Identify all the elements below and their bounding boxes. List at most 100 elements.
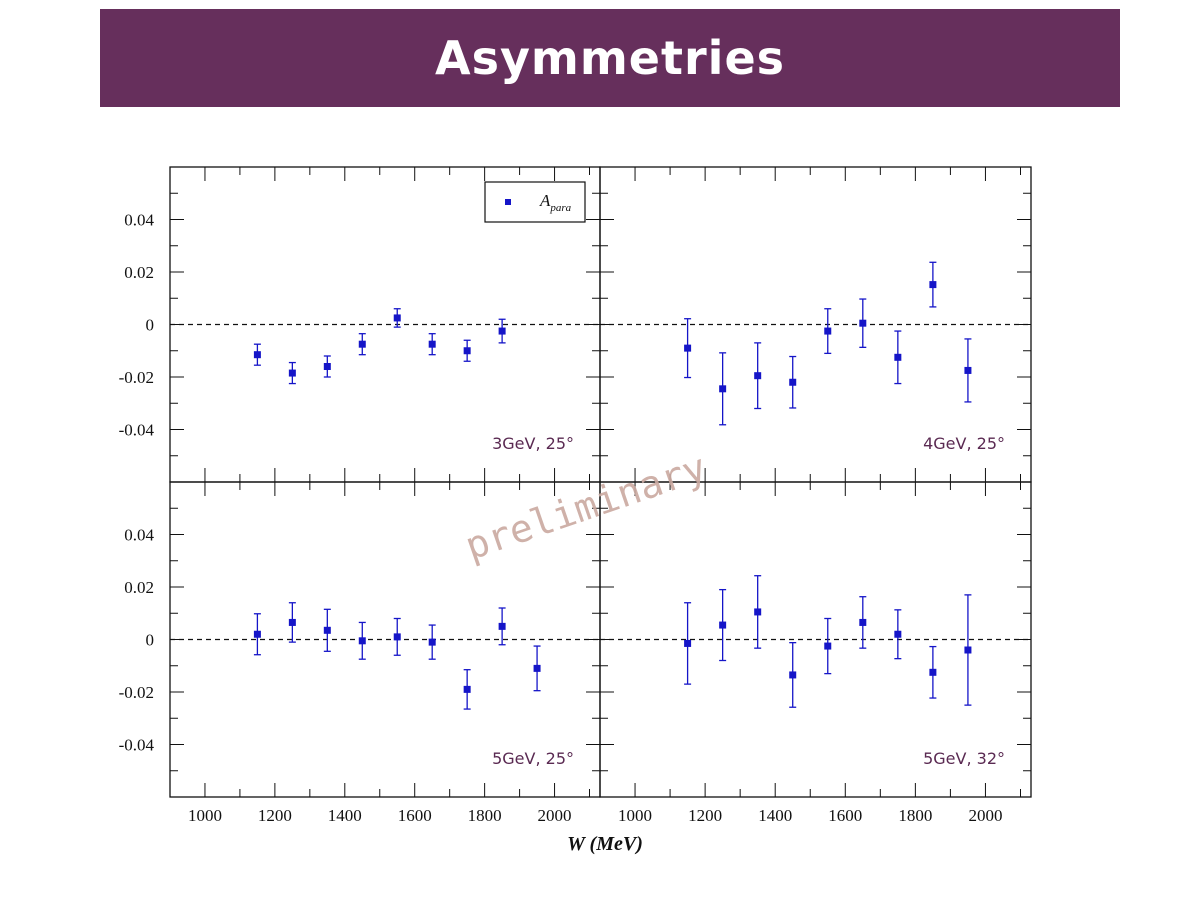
y-tick-label: 0.04 [124,211,154,230]
data-marker [684,344,692,352]
data-marker [393,314,401,322]
x-axis-title: W (MeV) [567,833,643,855]
data-marker [964,646,972,654]
x-tick-label: 1000 [618,806,652,825]
data-point [393,617,401,656]
x-tick-label: 1800 [468,806,502,825]
data-point [463,669,471,710]
legend-box [484,181,586,223]
y-tick-label: -0.04 [119,421,155,440]
data-marker [253,630,261,638]
data-point [323,608,331,652]
data-marker [533,664,541,672]
data-marker [288,618,296,626]
data-marker [323,626,331,634]
data-marker [894,353,902,361]
preliminary-watermark: preliminary [460,445,712,569]
data-marker [859,319,867,327]
data-points [253,261,972,710]
data-marker [754,608,762,616]
data-point [929,261,937,308]
legend: Apara [484,181,586,223]
data-marker [789,378,797,386]
data-point [684,318,692,379]
data-point [358,621,366,660]
x-tick-label: 1000 [188,806,222,825]
panel-label-2: 4GeV, 25° [923,434,1005,453]
x-tick-label: 1600 [398,806,432,825]
legend-label: Apara [539,191,572,214]
data-point [498,318,506,344]
data-point [428,624,436,660]
data-marker [358,637,366,645]
y-tick-label: 0 [146,631,155,650]
x-tick-label: 1800 [898,806,932,825]
slide-title: Asymmetries [434,31,786,85]
x-tick-label: 1400 [758,806,792,825]
data-marker [719,621,727,629]
data-marker [964,366,972,374]
data-point [719,588,727,662]
x-tick-label: 1600 [828,806,862,825]
y-tick-label: 0 [146,316,155,335]
data-point [859,298,867,348]
y-tick-labels: 0.04 0.02 0 -0.02 -0.04 0.04 0.02 0 -0.02 -0.04 [119,211,155,755]
data-point [533,645,541,692]
panel-label-1: 3GeV, 25° [492,434,574,453]
data-marker [754,372,762,380]
data-point [789,642,797,708]
panel-label-4: 5GeV, 32° [923,749,1005,768]
data-marker [859,618,867,626]
data-marker [894,630,902,638]
data-marker [498,622,506,630]
data-marker [824,642,832,650]
data-point [719,352,727,426]
x-tick-label: 1200 [258,806,292,825]
data-point [754,575,762,649]
data-point [393,308,401,328]
data-point [964,594,972,706]
data-point [253,613,261,656]
x-tick-label: 1200 [688,806,722,825]
data-marker [498,327,506,335]
y-tick-label: -0.02 [119,368,154,387]
data-point [498,607,506,646]
data-point [929,645,937,699]
data-marker [463,685,471,693]
data-point [894,609,902,660]
data-point [253,343,261,366]
slide-title-bar: Asymmetries [100,9,1120,107]
data-marker [463,347,471,355]
data-marker [288,369,296,377]
data-marker [428,638,436,646]
data-marker [253,351,261,359]
data-marker [824,327,832,335]
data-marker [789,671,797,679]
data-point [323,355,331,378]
data-marker [358,340,366,348]
y-tick-label: 0.02 [124,263,154,282]
y-tick-label: 0.02 [124,578,154,597]
y-tick-label: -0.04 [119,736,155,755]
data-marker [684,639,692,647]
panel-label-3: 5GeV, 25° [492,749,574,768]
data-point [824,617,832,675]
data-point [288,602,296,643]
data-marker [393,633,401,641]
x-tick-label: 2000 [538,806,572,825]
y-tick-label: 0.04 [124,526,154,545]
legend-marker [505,199,511,205]
data-point [894,330,902,385]
data-point [789,355,797,409]
data-marker [929,668,937,676]
data-point [358,333,366,356]
data-point [288,361,296,385]
data-marker [929,281,937,289]
data-point [964,338,972,403]
data-marker [323,363,331,370]
x-tick-label: 1400 [328,806,362,825]
data-point [428,333,436,356]
y-tick-label: -0.02 [119,683,154,702]
x-tick-label: 2000 [968,806,1002,825]
